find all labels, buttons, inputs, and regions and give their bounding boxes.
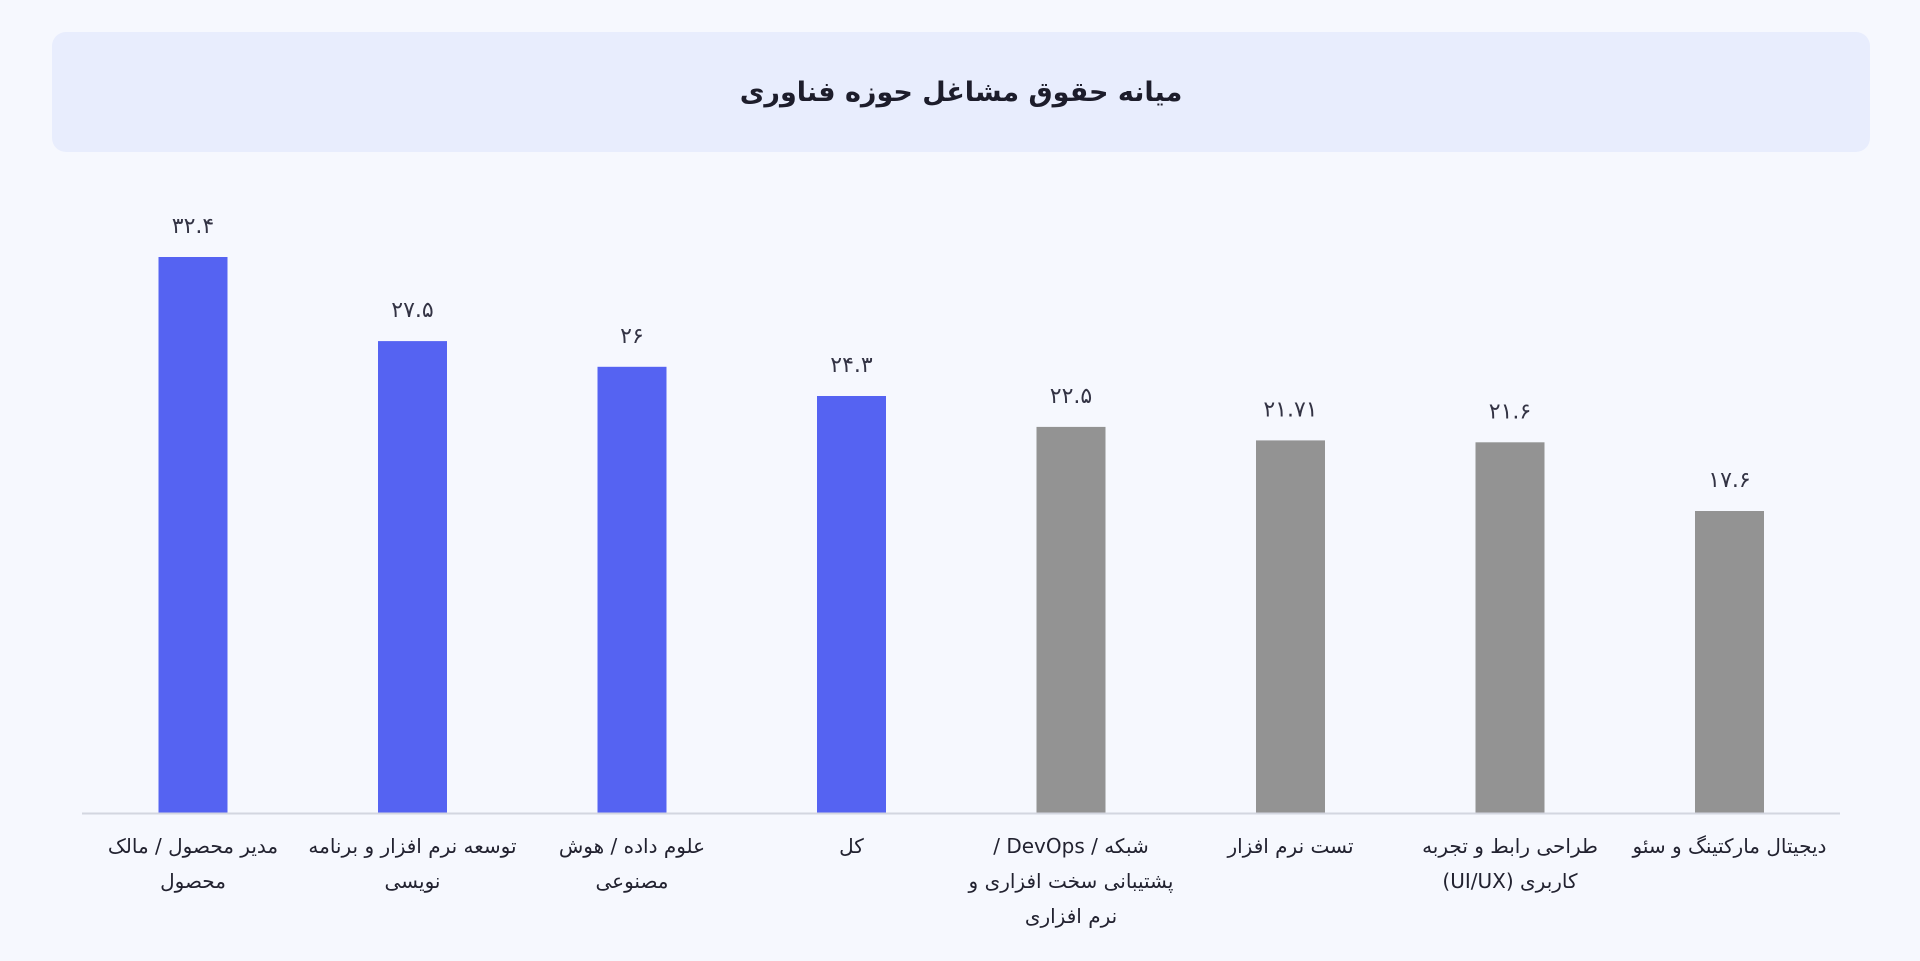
category-label-8: دیجیتال مارکتینگ و سئو xyxy=(1632,834,1827,858)
value-label-3: ۲۶ xyxy=(620,324,644,349)
chart-title-box: میانه حقوق مشاغل حوزه فناوری xyxy=(52,32,1870,152)
value-label-2: ۲۷.۵ xyxy=(391,298,433,323)
bar-7 xyxy=(1475,442,1545,813)
value-label-7: ۲۱.۶ xyxy=(1489,399,1531,424)
category-label-6: تست نرم افزار xyxy=(1227,834,1354,858)
bar-6 xyxy=(1256,440,1325,813)
bar-1 xyxy=(158,257,228,813)
bar-8 xyxy=(1695,511,1764,813)
category-label-2: توسعه نرم افزار و برنامه نویسی xyxy=(308,834,517,893)
value-label-6: ۲۱.۷۱ xyxy=(1263,397,1317,422)
bar-5 xyxy=(1036,426,1106,813)
category-label-5: شبکه / DevOps / پشتیبانی سخت افزاری و نر… xyxy=(968,834,1174,928)
bar-4 xyxy=(817,396,886,813)
value-label-1: ۳۲.۴ xyxy=(172,214,214,239)
value-label-5: ۲۲.۵ xyxy=(1050,384,1092,409)
bar-3 xyxy=(597,366,667,813)
category-label-7: طراحی رابط و تجربه کاربری (UI/UX) xyxy=(1422,834,1598,893)
value-label-4: ۲۴.۳ xyxy=(830,353,873,378)
category-label-1: مدیر محصول / مالک محصول xyxy=(107,834,279,893)
category-label-3: علوم داده / هوش مصنوعی xyxy=(558,834,706,893)
bar-2 xyxy=(378,341,447,813)
bars-group xyxy=(158,257,1764,813)
category-label-4: کل xyxy=(839,834,864,858)
chart-title: میانه حقوق مشاغل حوزه فناوری xyxy=(739,76,1183,108)
value-labels-group: ۳۲.۴ ۲۷.۵ ۲۶ ۲۴.۳ ۲۲.۵ ۲۱.۷۱ ۲۱.۶ ۱۷.۶ xyxy=(172,214,1750,493)
value-label-8: ۱۷.۶ xyxy=(1708,468,1750,493)
